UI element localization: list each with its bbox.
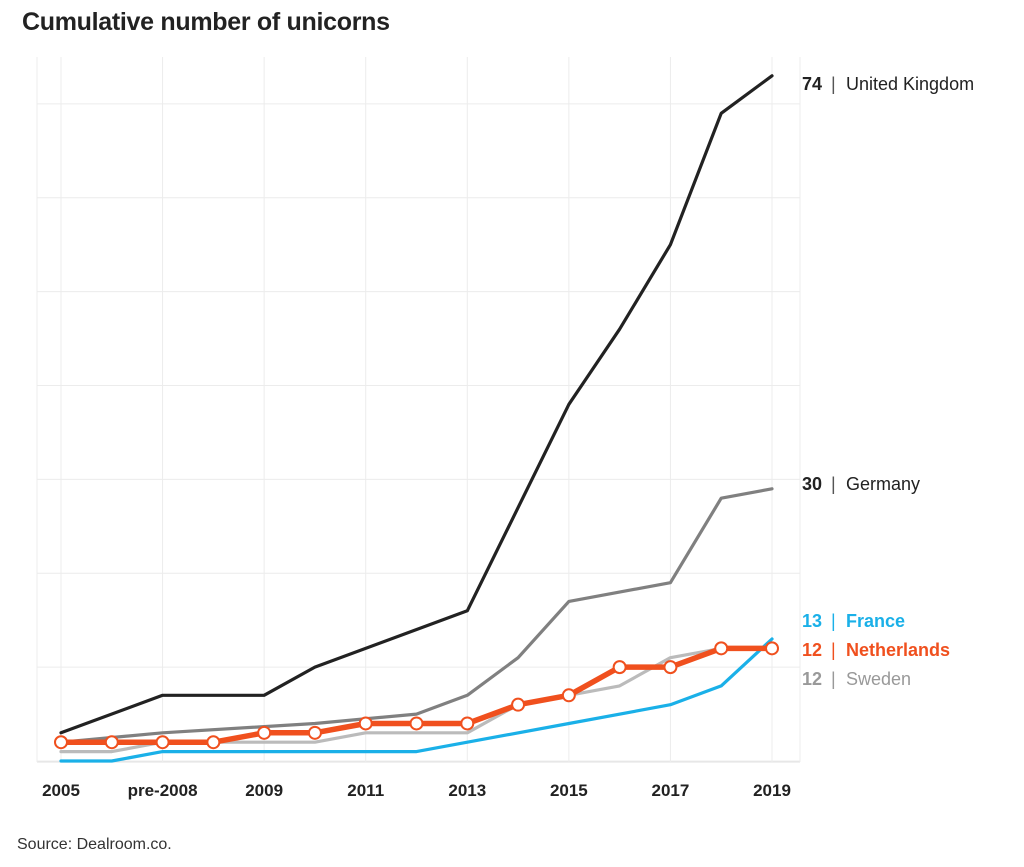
end-label-name: Germany: [846, 474, 920, 494]
end-label-value: 13: [802, 611, 822, 631]
end-label-separator: |: [831, 74, 836, 94]
end-labels: 74 | United Kingdom 30 | Germany 13 | France 12 | N…: [802, 74, 974, 689]
x-tick-label: 2009: [245, 781, 283, 800]
end-label-name: Sweden: [846, 669, 911, 689]
netherlands-point: [358, 716, 373, 731]
netherlands-point: [155, 735, 170, 750]
series-lines: [58, 74, 775, 763]
x-axis-ticks: 2005 pre-2008 2009 2011 2013 2015 2017 2019: [42, 781, 791, 800]
end-label-value: 74: [802, 74, 822, 94]
chart-title: Cumulative number of unicorns: [22, 8, 390, 36]
end-label-value: 12: [802, 640, 822, 660]
netherlands-point: [206, 735, 221, 750]
line-chart: 2005 pre-2008 2009 2011 2013 2015 2017 2019 74 |…: [36, 57, 974, 800]
netherlands-point: [54, 735, 68, 750]
netherlands-point: [104, 735, 119, 750]
x-tick-label: 2005: [42, 781, 80, 800]
netherlands-point: [561, 688, 576, 703]
end-label-value: 12: [802, 669, 822, 689]
netherlands-point: [765, 641, 779, 656]
source-note: Source: Dealroom.co.: [17, 836, 172, 853]
end-label-name: United Kingdom: [846, 74, 974, 94]
x-tick-label: pre-2008: [128, 781, 198, 800]
end-label-france: 13 | France: [802, 611, 905, 631]
series-line-france: [59, 637, 774, 763]
end-label-separator: |: [831, 640, 836, 660]
netherlands-point: [307, 725, 322, 740]
x-tick-label: 2017: [652, 781, 690, 800]
grid-lines: [36, 57, 801, 763]
netherlands-point: [511, 697, 526, 712]
x-tick-label: 2013: [448, 781, 486, 800]
end-label-separator: |: [831, 474, 836, 494]
end-label-value: 30: [802, 474, 822, 494]
netherlands-point: [409, 716, 424, 731]
netherlands-point: [612, 660, 627, 675]
end-label-name: France: [846, 611, 905, 631]
end-label-germany: 30 | Germany: [802, 474, 920, 494]
x-tick-label: 2011: [347, 781, 384, 800]
end-label-netherlands: 12 | Netherlands: [802, 640, 950, 660]
end-label-sweden: 12 | Sweden: [802, 669, 911, 689]
netherlands-point: [663, 660, 678, 675]
netherlands-point: [714, 641, 729, 656]
x-tick-label: 2015: [550, 781, 588, 800]
x-tick-label: 2019: [753, 781, 791, 800]
end-label-name: Netherlands: [846, 640, 950, 660]
end-label-separator: |: [831, 669, 836, 689]
end-label-separator: |: [831, 611, 836, 631]
netherlands-markers: [54, 641, 779, 750]
netherlands-point: [257, 725, 272, 740]
end-label-united-kingdom: 74 | United Kingdom: [802, 74, 974, 94]
series-line-germany: [59, 487, 774, 744]
series-line-united-kingdom: [59, 74, 774, 735]
netherlands-point: [460, 716, 475, 731]
